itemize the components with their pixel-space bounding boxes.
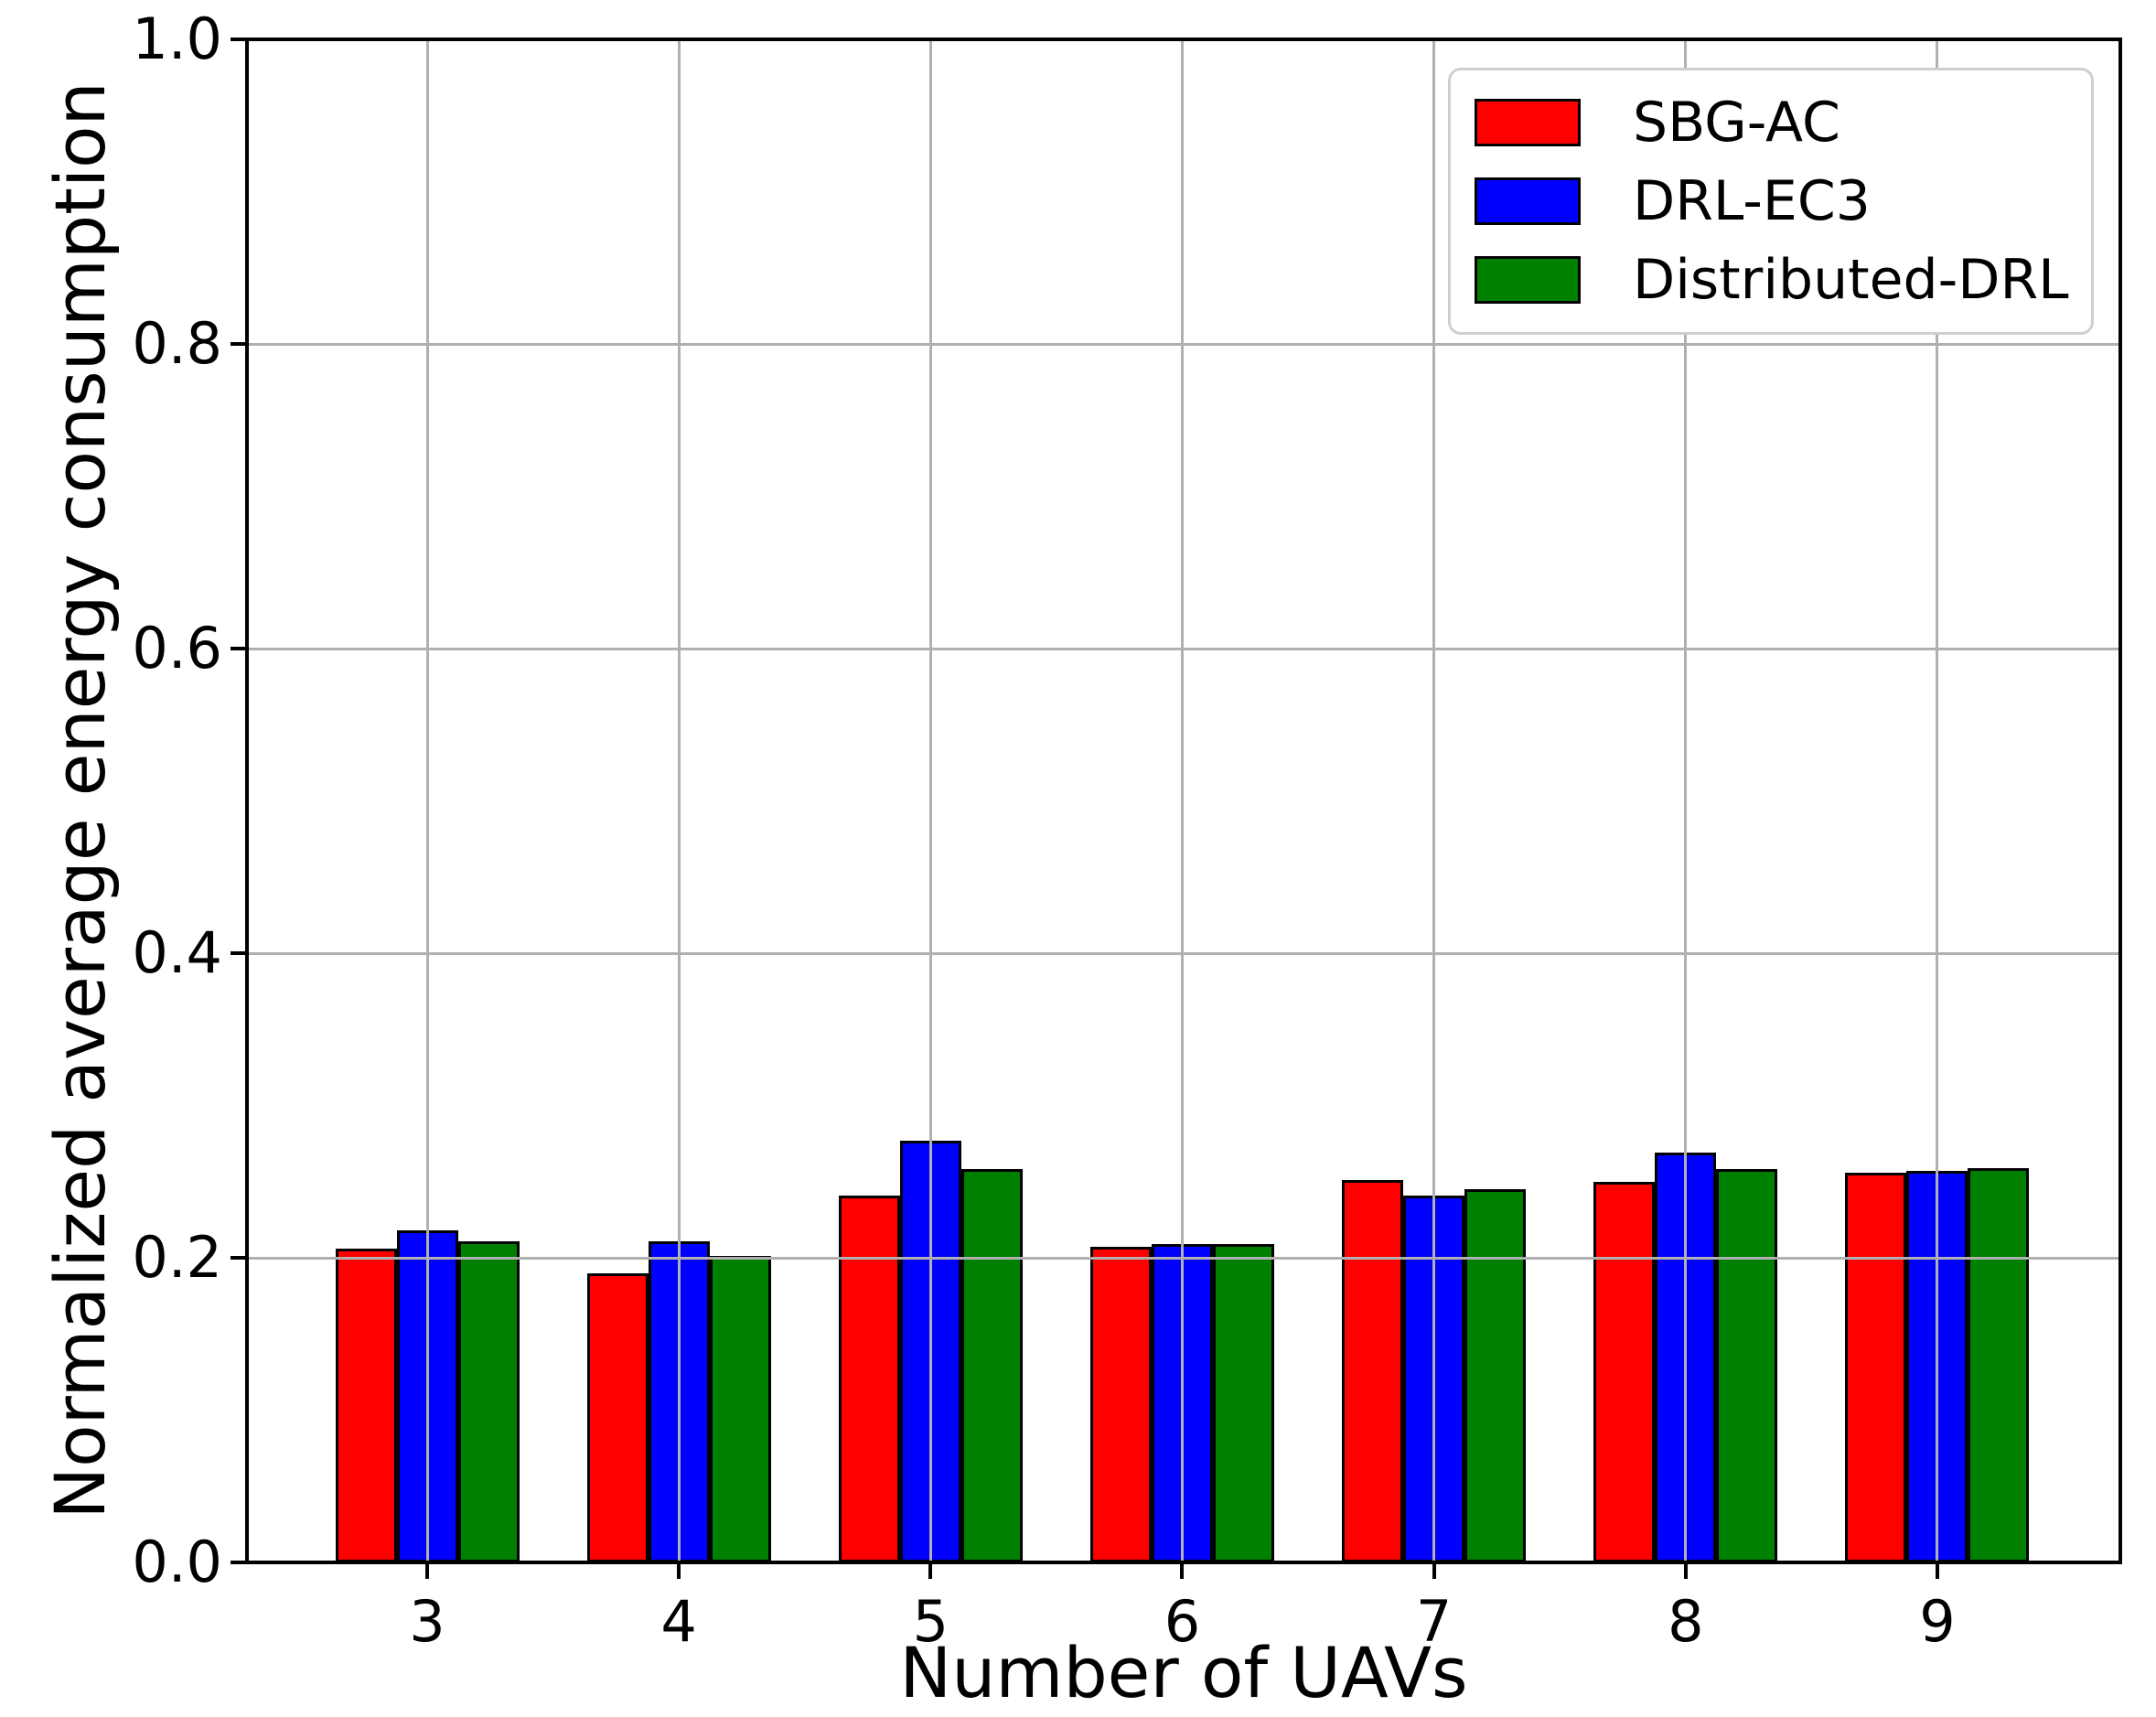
x-tick-label-4: 4	[660, 1588, 697, 1655]
x-axis-line	[245, 1561, 2122, 1564]
legend-row-drl-ec3: DRL-EC3	[1475, 172, 2067, 231]
y-tick-label-0.2: 0.2	[132, 1224, 222, 1291]
y-tick-mark-0.0	[231, 1561, 247, 1564]
x-tick-mark-6	[1180, 1562, 1185, 1579]
legend-label-distributed-drl: Distributed-DRL	[1633, 248, 2069, 312]
y-tick-label-0.8: 0.8	[132, 310, 222, 377]
y-tick-mark-0.4	[231, 951, 247, 955]
gridline-y-0.2	[247, 1256, 2120, 1260]
gridline-x-6	[1180, 39, 1184, 1562]
bar-SBG-AC-7	[1342, 1180, 1404, 1562]
bar-Distributed-DRL-3	[457, 1240, 520, 1562]
legend-swatch-drl-ec3	[1475, 177, 1581, 225]
gridline-y-0.6	[247, 647, 2120, 650]
left-spine	[245, 39, 249, 1562]
top-spine	[245, 38, 2122, 41]
x-tick-label-3: 3	[409, 1588, 445, 1655]
bar-Distributed-DRL-5	[960, 1169, 1023, 1562]
x-tick-label-5: 5	[912, 1588, 949, 1655]
gridline-x-8	[1684, 39, 1688, 1562]
x-tick-mark-9	[1935, 1562, 1939, 1579]
legend-swatch-distributed-drl	[1475, 256, 1581, 304]
bar-SBG-AC-8	[1593, 1181, 1656, 1562]
gridline-y-0.4	[247, 951, 2120, 955]
gridline-x-7	[1432, 39, 1436, 1562]
x-tick-mark-7	[1432, 1562, 1436, 1579]
y-tick-label-1.0: 1.0	[132, 5, 222, 72]
legend-row-sbg-ac: SBG-AC	[1475, 93, 2067, 152]
legend-swatch-sbg-ac	[1475, 99, 1581, 146]
bar-Distributed-DRL-9	[1968, 1167, 2030, 1562]
x-tick-mark-8	[1683, 1562, 1688, 1579]
y-tick-mark-1.0	[231, 38, 247, 41]
right-spine	[2118, 39, 2122, 1562]
y-axis-label: Normalized average energy consumption	[39, 81, 121, 1519]
x-tick-label-6: 6	[1164, 1588, 1201, 1655]
bar-SBG-AC-3	[335, 1249, 397, 1562]
x-axis-label: Number of UAVs	[899, 1632, 1468, 1713]
x-tick-label-7: 7	[1415, 1588, 1453, 1655]
gridline-x-9	[1936, 39, 1939, 1562]
legend-label-drl-ec3: DRL-EC3	[1633, 169, 1871, 233]
plot-area: SBG-AC DRL-EC3 Distributed-DRL	[231, 38, 2122, 1579]
x-tick-mark-3	[425, 1562, 429, 1579]
legend: SBG-AC DRL-EC3 Distributed-DRL	[1448, 68, 2094, 335]
x-tick-label-9: 9	[1919, 1588, 1956, 1655]
y-tick-mark-0.6	[231, 647, 247, 650]
gridline-x-4	[677, 39, 681, 1562]
bar-SBG-AC-4	[586, 1272, 649, 1562]
x-tick-mark-4	[677, 1562, 681, 1579]
gridline-x-5	[928, 39, 932, 1562]
y-tick-label-0.4: 0.4	[132, 919, 222, 986]
legend-label-sbg-ac: SBG-AC	[1633, 91, 1840, 155]
legend-row-distributed-drl: Distributed-DRL	[1475, 248, 2069, 312]
bar-Distributed-DRL-6	[1212, 1244, 1274, 1562]
bar-SBG-AC-6	[1089, 1247, 1152, 1562]
gridline-x-3	[425, 39, 429, 1562]
bar-Distributed-DRL-4	[709, 1256, 771, 1562]
bar-Distributed-DRL-8	[1716, 1169, 1778, 1562]
bar-Distributed-DRL-7	[1464, 1189, 1527, 1562]
y-tick-label-0.6: 0.6	[132, 615, 222, 681]
bar-SBG-AC-9	[1845, 1172, 1907, 1562]
x-tick-mark-5	[928, 1562, 933, 1579]
gridline-y-0.8	[247, 342, 2120, 346]
y-tick-mark-0.8	[231, 342, 247, 346]
y-tick-label-0.0: 0.0	[132, 1529, 222, 1595]
y-tick-mark-0.2	[231, 1256, 247, 1260]
x-tick-label-8: 8	[1668, 1588, 1704, 1655]
bar-SBG-AC-5	[838, 1195, 900, 1562]
